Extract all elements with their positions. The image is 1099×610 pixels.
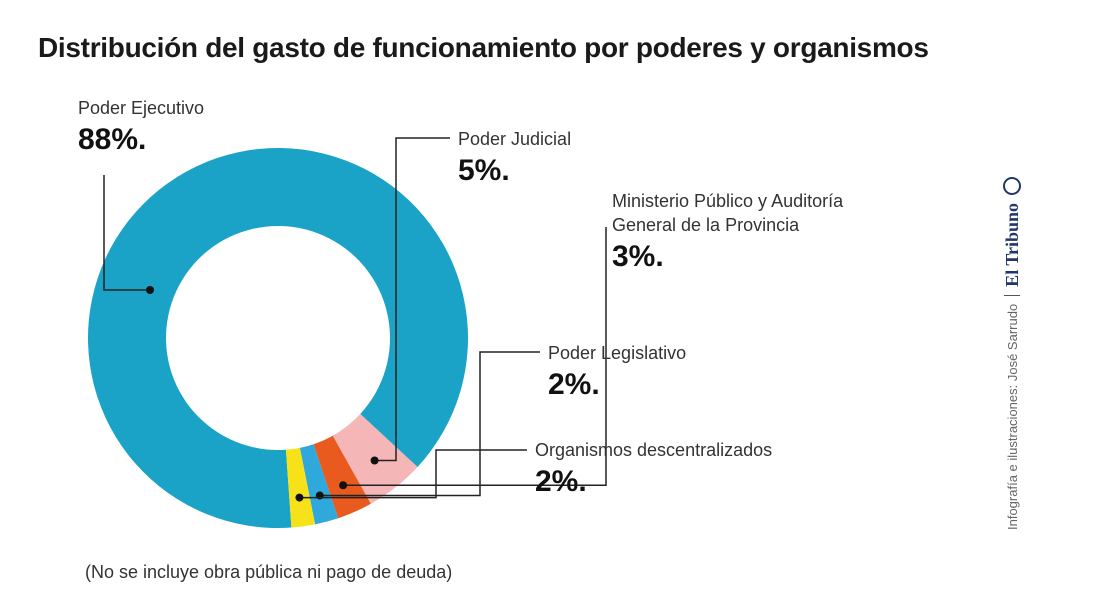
leader-line-judicial (374, 137, 450, 462)
marker-dot-legislativo (315, 491, 324, 500)
chart-title: Distribución del gasto de funcionamiento… (38, 32, 929, 63)
marker-dot-judicial (370, 456, 379, 465)
label-poder-ejecutivo: Poder Ejecutivo 88%. (78, 96, 204, 158)
label-ministerio-publico: Ministerio Público y Auditoría General d… (612, 189, 843, 275)
label-poder-judicial: Poder Judicial 5%. (458, 127, 571, 189)
marker-dot-organismos (295, 493, 304, 502)
footnote: (No se incluye obra pública ni pago de d… (85, 562, 453, 582)
credit-block: Infografía e ilustraciones: José Sarrudo… (1000, 0, 1024, 530)
slice-name-line-2: General de la Provincia (612, 215, 800, 235)
slice-poder-legislativo (299, 444, 339, 525)
leader-line-organismos (299, 449, 527, 499)
slice-name-line-1: Ministerio Público y Auditoría (612, 191, 844, 211)
marker-dot-ministerio (339, 481, 348, 490)
leader-line-ejecutivo (103, 175, 150, 291)
slice-organismos-descentralizados (285, 447, 316, 528)
label-poder-legislativo: Poder Legislativo 2%. (548, 341, 686, 403)
slice-name: Poder Legislativo (548, 343, 687, 363)
slice-percent: 3%. (612, 240, 664, 273)
marker-dot-ejecutivo (146, 286, 154, 294)
slice-percent: 2%. (535, 465, 587, 498)
slice-percent: 5%. (458, 154, 510, 187)
slice-percent: 2%. (548, 368, 600, 401)
label-organismos-descentralizados: Organismos descentralizados 2%. (535, 438, 772, 500)
credit-separator (1004, 294, 1020, 296)
tribuno-logo-icon (1003, 176, 1021, 195)
slice-name: Poder Judicial (458, 129, 572, 149)
slice-percent: 88%. (78, 123, 147, 156)
logo-text: El Tribuno (1001, 202, 1022, 287)
leader-line-ministerio (343, 227, 607, 486)
leader-line-legislativo (319, 351, 540, 497)
credit-text: Infografía e ilustraciones: José Sarrudo (1004, 303, 1020, 530)
slice-name: Organismos descentralizados (535, 440, 773, 460)
slice-poder-ejecutivo (87, 148, 469, 528)
slice-name: Poder Ejecutivo (78, 98, 205, 118)
